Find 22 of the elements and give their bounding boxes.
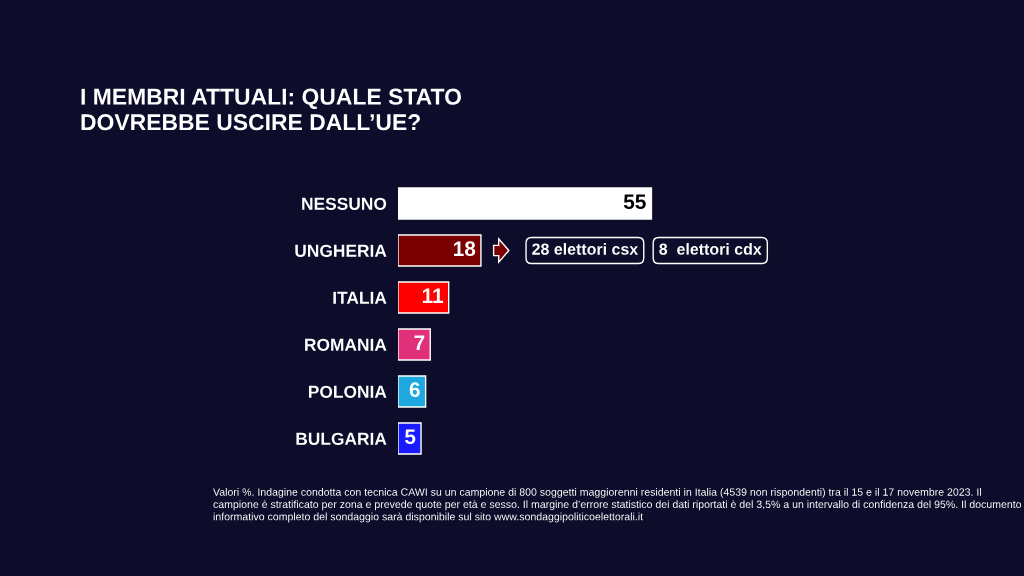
bar (398, 234, 482, 267)
chart-title: I MEMBRI ATTUALI: QUALE STATO DOVREBBE USCIRE DALL’UE? (81, 88, 461, 131)
data-label: 11 (422, 288, 444, 303)
bar (398, 328, 431, 361)
data-label: 18 (454, 241, 476, 257)
data-label: 5 (405, 429, 416, 445)
y-tick-label: UNGHERIA (295, 244, 387, 257)
bar (398, 422, 422, 455)
bar (398, 375, 427, 408)
annotation: 28 elettori csx (532, 243, 639, 255)
text: Valori %. Indagine condotta con tecnica CAWI su un campione di 800 soggetti maggiorenni residenti in Italia (4539 non rispondenti) tra il 15 e il 17 novembre 2023. Il campione è stratificato per zona e prevede quote per età e sesso. Il margine d’errore statistico dei dati riportati è del 3,5% a un intervallo di confidenza del 95%. Il documento informativo completo del sondaggio sarà disponibile sul sito www.sondaggipoliticoelettorali.it (213, 488, 1022, 523)
data-label: 7 (414, 335, 425, 350)
y-tick-label: BULGARIA (296, 432, 387, 445)
data-label: 6 (409, 382, 420, 398)
data-label: 55 (623, 194, 646, 210)
y-tick-label: POLONIA (308, 385, 387, 398)
y-tick-label: ITALIA (333, 291, 387, 304)
y-tick-label: ROMANIA (305, 338, 387, 351)
y-tick-label: NESSUNO (302, 197, 387, 210)
bar (398, 187, 653, 220)
text: 8 elettori cdx (659, 243, 762, 255)
bar (398, 281, 450, 314)
